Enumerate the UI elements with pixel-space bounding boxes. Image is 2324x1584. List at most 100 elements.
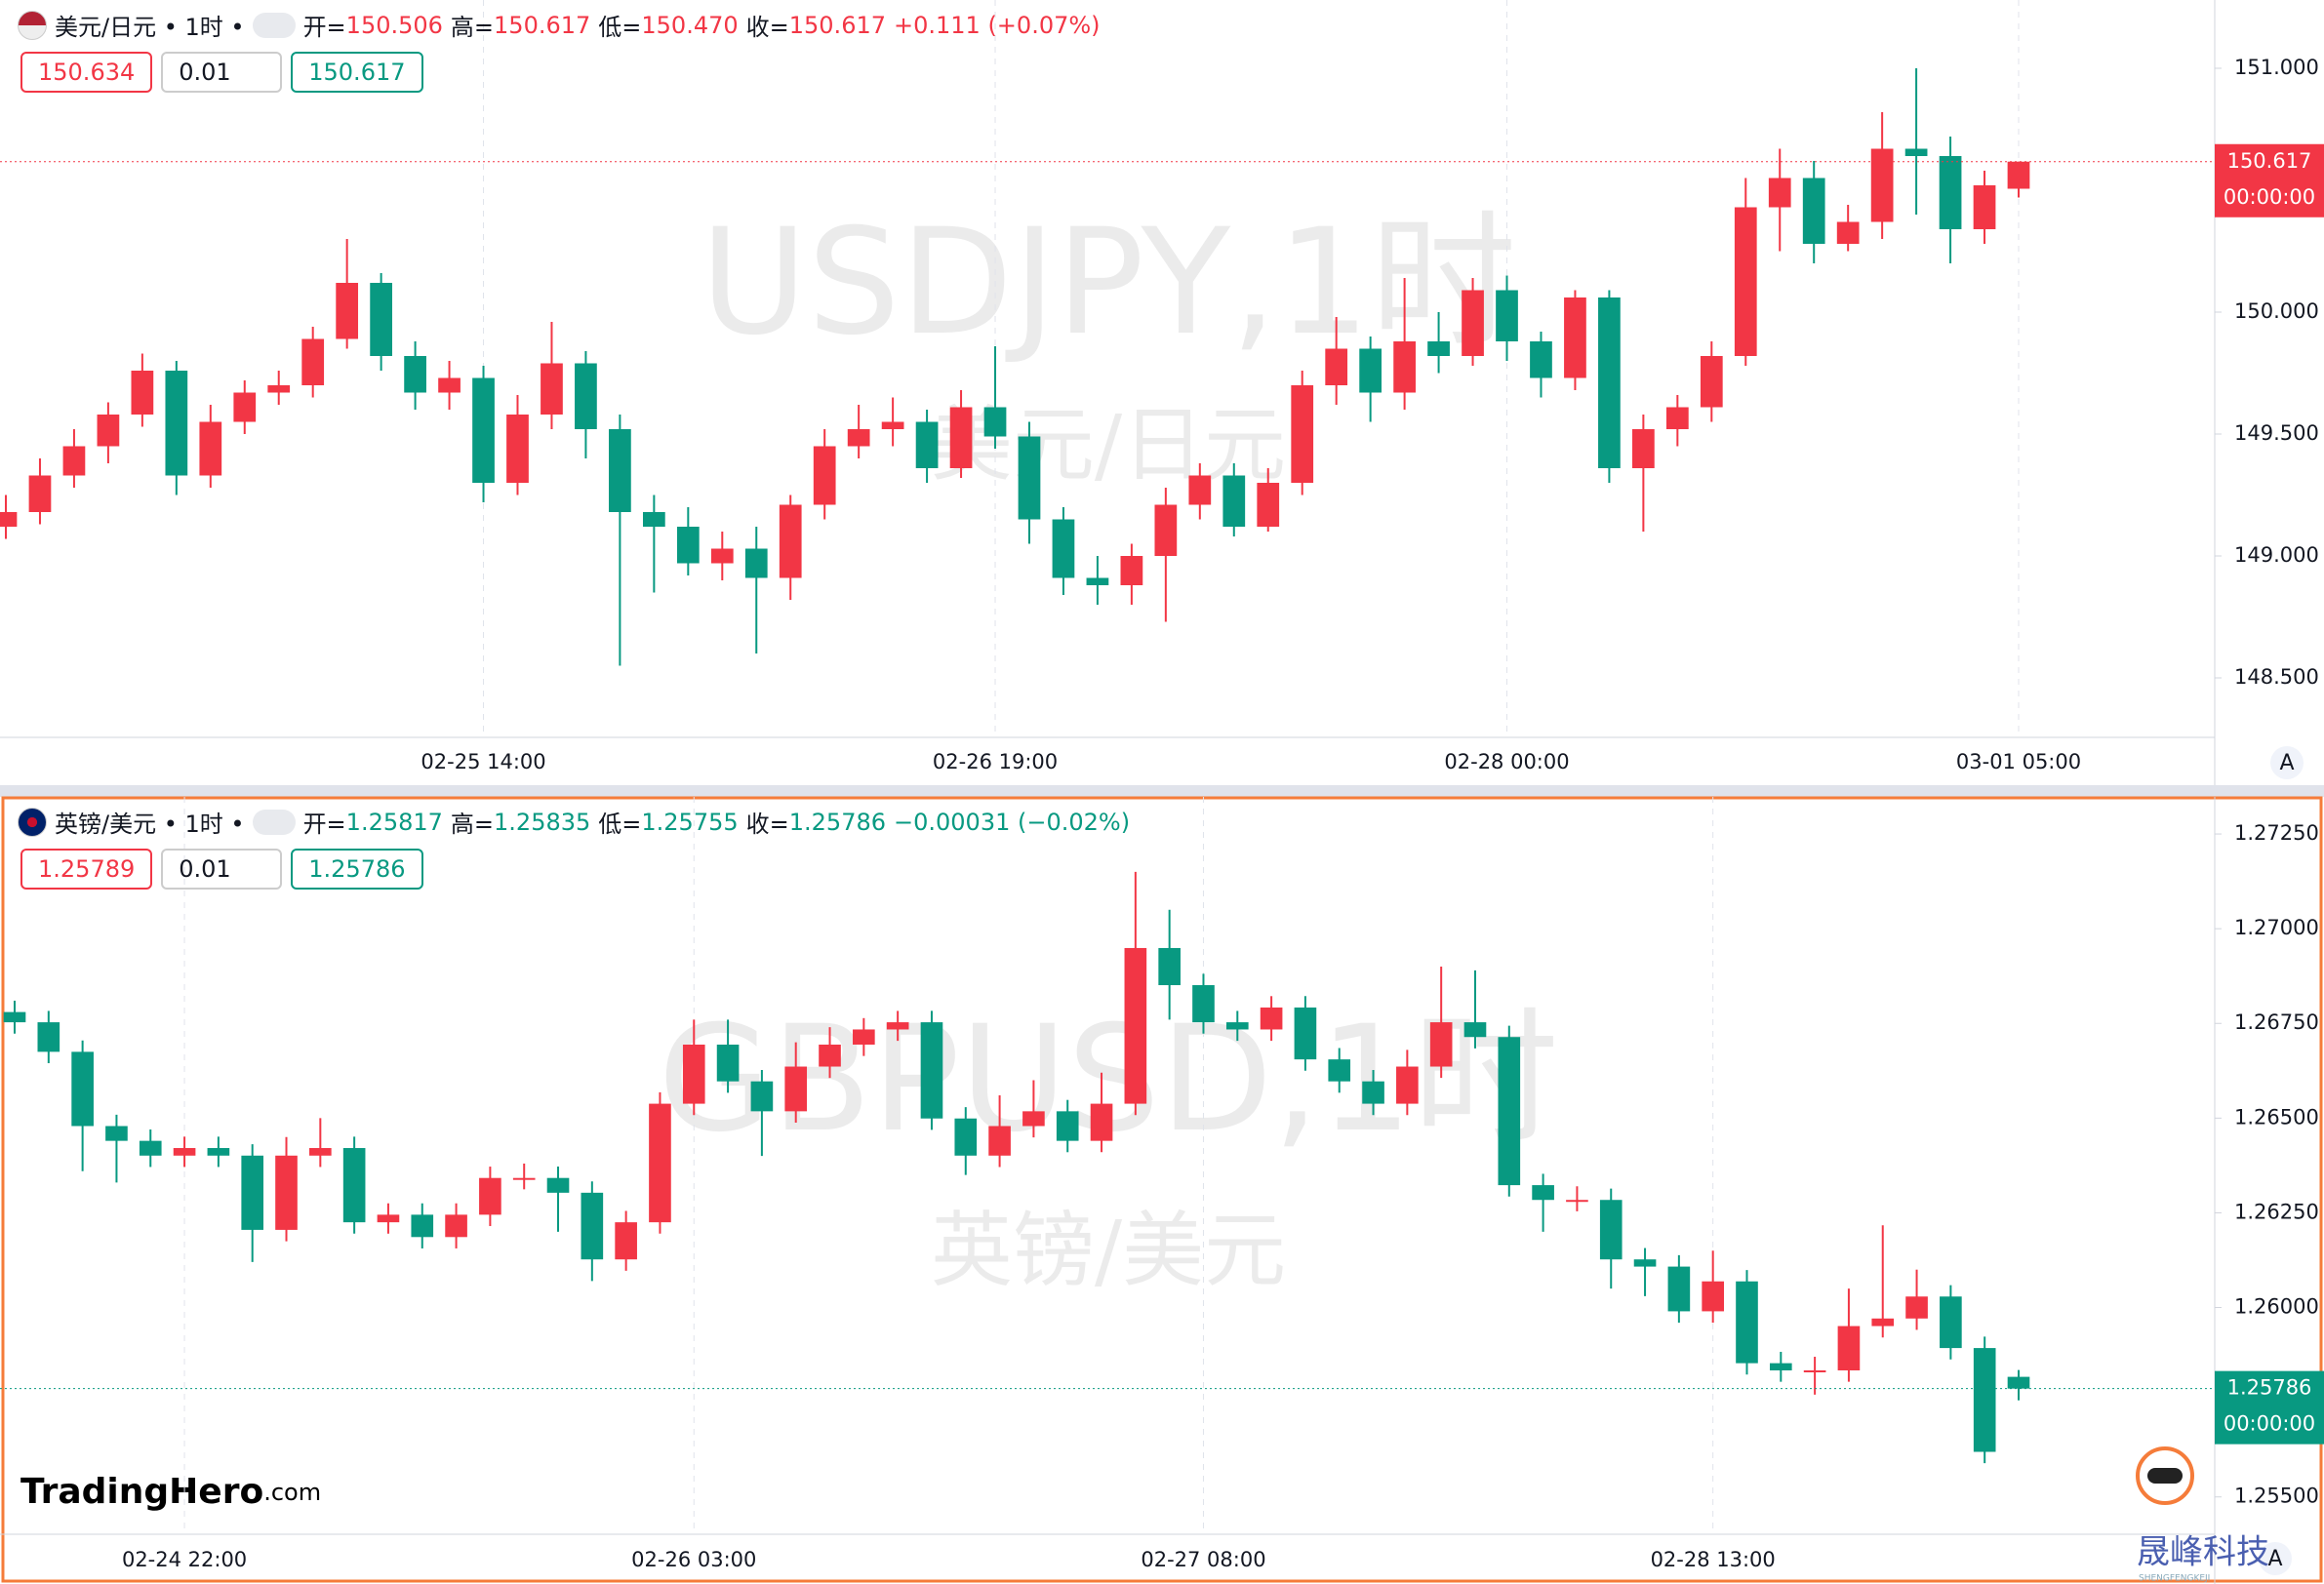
ohlc-label: 收= [745,811,789,838]
candle-body [1018,436,1041,520]
candle-body [1940,1296,1962,1349]
candle-body [1362,1081,1384,1104]
candle-body [1090,1103,1113,1141]
candle-body [445,1214,467,1238]
y-tick-label: 149.000 [2234,543,2319,567]
x-tick-label: 02-28 13:00 [1651,1548,1776,1571]
candle-body [1566,1200,1588,1203]
ohlc-value: 1.25835 [494,808,591,836]
candle-body [173,1148,196,1156]
corner-brand: 晟峰科技 [2137,1533,2269,1572]
candle-body [847,429,870,447]
symbol: 英镑/美元 • 1时 • [55,811,245,838]
ohlc-value: 1.25786 [788,808,886,836]
trade-button[interactable]: 1.25789 [20,849,153,890]
candle-body [682,1044,705,1104]
ohlc-value: 150.617 [494,11,591,39]
candle-body [1904,148,1928,156]
y-tick-label: 1.26000 [2234,1295,2319,1319]
trade-button[interactable]: 1.25786 [291,849,423,890]
candle-body [750,1081,774,1112]
candle-body [819,1044,841,1067]
symbol: 美元/日元 • 1时 • [55,14,245,41]
candle-body [1530,341,1552,378]
candle-body [1225,1022,1249,1030]
y-tick-label: 1.27250 [2234,821,2319,845]
candle-body [1052,519,1075,578]
candle-body [779,504,802,578]
change: −0.00031 (−0.02%) [894,808,1131,836]
candle-body [546,1177,570,1193]
price-tag [2215,143,2324,218]
x-tick-label: 03-01 05:00 [1956,750,2081,773]
chat-icon [2147,1468,2183,1484]
trade-button[interactable]: 150.634 [20,52,153,93]
candle-body [1154,504,1178,556]
candle-body [1564,297,1586,378]
candle-body [233,392,257,422]
candle-body [1427,341,1450,356]
visibility-toggle[interactable] [252,12,296,38]
panel-separator [0,785,2324,797]
change: +0.111 (+0.07%) [894,11,1101,39]
y-tick-label: 1.26500 [2234,1105,2319,1129]
auto-button[interactable] [2259,1542,2292,1575]
ohlc-value: 150.470 [641,11,739,39]
candle-body [1158,947,1181,986]
candle-body [377,1214,400,1223]
y-tick-label: 151.000 [2234,56,2319,79]
candle-body [370,283,392,356]
candle-body [1124,947,1147,1104]
candle-body [541,363,563,415]
countdown: 00:00:00 [2224,185,2315,209]
candle-body [1768,178,1791,208]
candle-body [1498,1037,1521,1186]
candle-body [1393,341,1416,393]
ohlc-label: 低= [598,811,642,838]
candle-body [1086,577,1109,585]
auto-button[interactable] [2270,746,2304,779]
y-tick-label: 1.26250 [2234,1200,2319,1223]
candle-body [1056,1111,1079,1141]
symbol-header: 英镑/美元 • 1时 • 开= 1.25817 高= 1.25835 低= 1.25755 收… [18,805,1130,839]
candle-body [1973,185,1996,229]
trade-buttons: 150.634 0.01 150.617 [20,52,423,93]
x-tick-label: 02-26 03:00 [631,1548,756,1571]
candle-body [1734,207,1757,356]
auto-button-label[interactable]: A [2279,751,2294,775]
candle-body [784,1066,808,1112]
candle-body [581,1192,604,1260]
trade-button[interactable]: 150.617 [291,52,423,93]
ohlc-label: 开= [302,811,346,838]
x-tick-label: 02-28 00:00 [1444,750,1569,773]
candle-body [1632,429,1655,468]
auto-button-label[interactable]: A [2267,1547,2282,1571]
candle-body [1702,1281,1724,1312]
logo: TradingHero.com [20,1472,321,1512]
candle-body [28,475,52,512]
candle-body [1973,1348,1996,1452]
y-tick-label: 149.500 [2234,421,2319,445]
candle-body [1325,348,1348,385]
candle-body [404,356,426,393]
candle-body [813,446,836,505]
candle-body [1291,385,1314,483]
candle-body [710,548,734,564]
logo-suffix: .com [263,1479,321,1506]
candle-body [915,421,939,468]
candle-body [988,1126,1011,1156]
y-tick-label: 1.26750 [2234,1010,2319,1034]
ohlc-value: 1.25755 [641,808,739,836]
candle-body [949,407,973,468]
ohlc-label: 高= [450,14,495,41]
visibility-toggle[interactable] [252,809,296,835]
trade-button[interactable]: 0.01 [161,52,283,93]
candle-body [1328,1059,1351,1082]
y-tick-label: 1.25500 [2234,1485,2319,1508]
symbol-header: 美元/日元 • 1时 • 开= 150.506 高= 150.617 低= 150.470 收… [18,8,1101,42]
trade-button[interactable]: 0.01 [161,849,283,890]
candle-body [131,371,154,415]
candle-body [336,283,359,339]
